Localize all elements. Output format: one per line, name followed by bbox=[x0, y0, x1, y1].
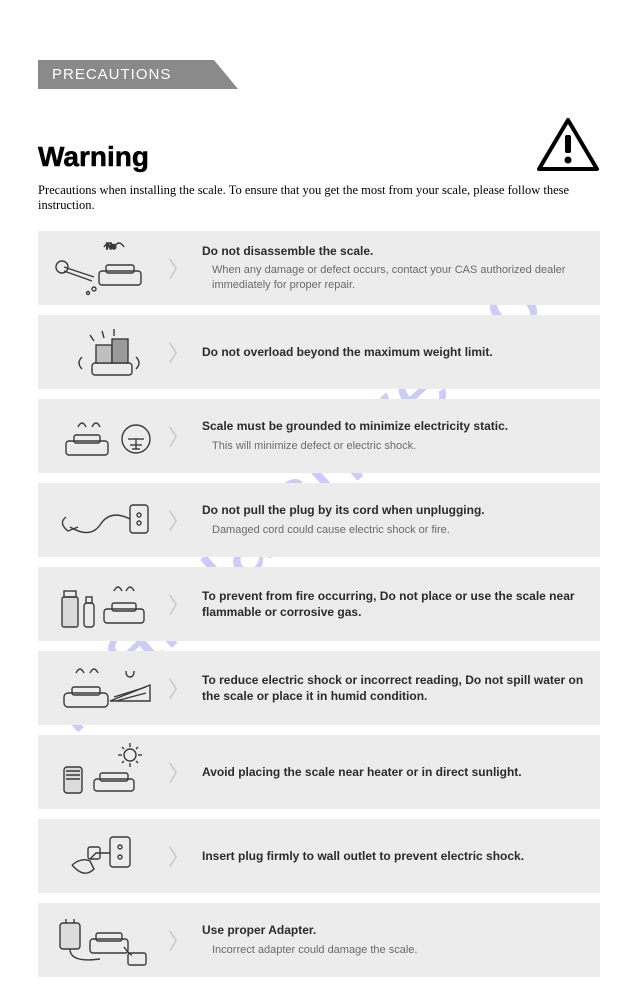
chevron-right-icon: 〉 bbox=[164, 756, 194, 788]
illustration-ground-icon bbox=[44, 405, 164, 467]
item-title: To prevent from fire occurring, Do not p… bbox=[202, 588, 588, 620]
chevron-right-icon: 〉 bbox=[164, 420, 194, 452]
list-item: 〉 Use proper Adapter. Incorrect adapter … bbox=[38, 903, 600, 977]
section-tab: PRECAUTIONS bbox=[38, 60, 238, 89]
warning-row: Warning bbox=[38, 117, 600, 173]
chevron-right-icon: 〉 bbox=[164, 672, 194, 704]
illustration-heat-icon bbox=[44, 741, 164, 803]
list-item: No 〉 Do not disassemble the scale. When … bbox=[38, 231, 600, 305]
illustration-cord-icon bbox=[44, 489, 164, 551]
list-item: 〉 Do not pull the plug by its cord when … bbox=[38, 483, 600, 557]
item-title: Do not disassemble the scale. bbox=[202, 243, 588, 259]
chevron-right-icon: 〉 bbox=[164, 504, 194, 536]
chevron-right-icon: 〉 bbox=[164, 336, 194, 368]
chevron-right-icon: 〉 bbox=[164, 840, 194, 872]
item-title: Do not overload beyond the maximum weigh… bbox=[202, 344, 588, 360]
warning-triangle-icon bbox=[536, 117, 600, 173]
item-title: Do not pull the plug by its cord when un… bbox=[202, 502, 588, 518]
list-item: 〉 Avoid placing the scale near heater or… bbox=[38, 735, 600, 809]
illustration-overload-icon bbox=[44, 321, 164, 383]
chevron-right-icon: 〉 bbox=[164, 924, 194, 956]
illustration-disassemble-icon: No bbox=[44, 237, 164, 299]
list-item: 〉 Insert plug firmly to wall outlet to p… bbox=[38, 819, 600, 893]
list-item: 〉 To reduce electric shock or incorrect … bbox=[38, 651, 600, 725]
item-title: To reduce electric shock or incorrect re… bbox=[202, 672, 588, 704]
precaution-list: No 〉 Do not disassemble the scale. When … bbox=[38, 231, 600, 977]
warning-heading: Warning bbox=[38, 141, 149, 173]
list-item: 〉 Scale must be grounded to minimize ele… bbox=[38, 399, 600, 473]
item-title: Scale must be grounded to minimize elect… bbox=[202, 418, 588, 434]
list-item: 〉 To prevent from fire occurring, Do not… bbox=[38, 567, 600, 641]
item-title: Avoid placing the scale near heater or i… bbox=[202, 764, 588, 780]
illustration-adapter-icon bbox=[44, 909, 164, 971]
item-desc: Incorrect adapter could damage the scale… bbox=[202, 943, 588, 958]
intro-text: Precautions when installing the scale. T… bbox=[38, 183, 600, 213]
chevron-right-icon: 〉 bbox=[164, 588, 194, 620]
item-desc: When any damage or defect occurs, contac… bbox=[202, 263, 588, 293]
item-desc: This will minimize defect or electric sh… bbox=[202, 439, 588, 454]
item-title: Insert plug firmly to wall outlet to pre… bbox=[202, 848, 588, 864]
illustration-plug-icon bbox=[44, 825, 164, 887]
illustration-water-icon bbox=[44, 657, 164, 719]
item-desc: Damaged cord could cause electric shock … bbox=[202, 523, 588, 538]
chevron-right-icon: 〉 bbox=[164, 252, 194, 284]
svg-text:No: No bbox=[106, 242, 117, 251]
page-content: PRECAUTIONS Warning Precautions when ins… bbox=[0, 0, 638, 997]
list-item: 〉 Do not overload beyond the maximum wei… bbox=[38, 315, 600, 389]
illustration-flammable-icon bbox=[44, 573, 164, 635]
item-title: Use proper Adapter. bbox=[202, 922, 588, 938]
